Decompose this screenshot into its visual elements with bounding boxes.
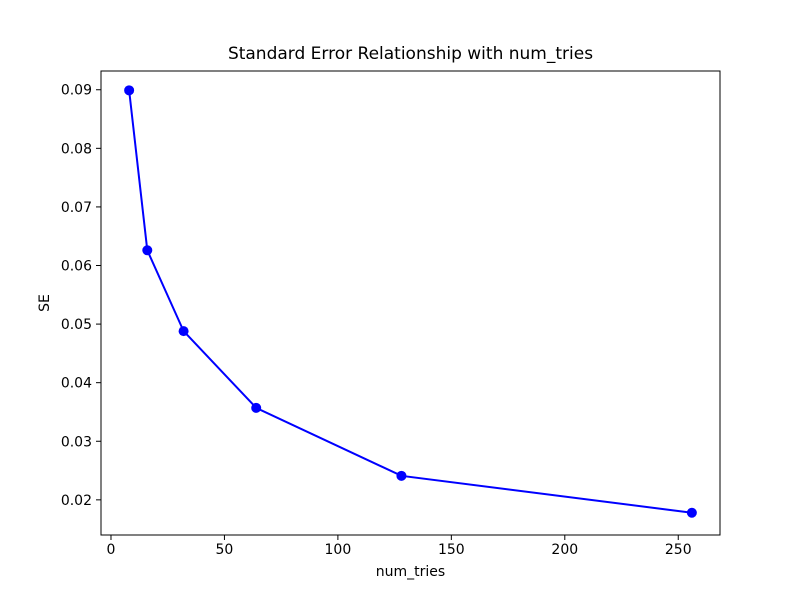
data-point: [142, 245, 153, 256]
y-tick-label: 0.09: [61, 83, 92, 99]
x-tick-label: 100: [325, 542, 352, 558]
chart-title: Standard Error Relationship with num_tri…: [228, 44, 593, 64]
y-tick-label: 0.06: [61, 259, 92, 275]
y-tick-label: 0.05: [61, 317, 92, 333]
data-point: [396, 470, 407, 481]
x-tick-label: 50: [216, 542, 234, 558]
x-tick-label: 250: [665, 542, 692, 558]
data-point: [251, 402, 262, 413]
y-tick-label: 0.02: [61, 493, 92, 509]
y-tick-label: 0.07: [61, 200, 92, 216]
data-point: [686, 507, 697, 518]
plot-area: [100, 70, 721, 536]
x-tick-label: 0: [107, 542, 116, 558]
y-tick-label: 0.04: [61, 376, 92, 392]
data-point: [124, 85, 135, 96]
y-tick-label: 0.03: [61, 434, 92, 450]
data-point: [178, 326, 189, 337]
plot-dynamic-layer: 0 50 100 150 200 250 0.02 0.03 0.04 0.05 0.06 0.07 0…: [61, 83, 697, 558]
x-axis-label: num_tries: [376, 564, 445, 580]
data-line: [128, 90, 692, 514]
x-tick-label: 150: [438, 542, 465, 558]
x-tick-label: 200: [551, 542, 578, 558]
y-tick-label: 0.08: [61, 141, 92, 157]
y-axis-label: SE: [37, 294, 53, 312]
